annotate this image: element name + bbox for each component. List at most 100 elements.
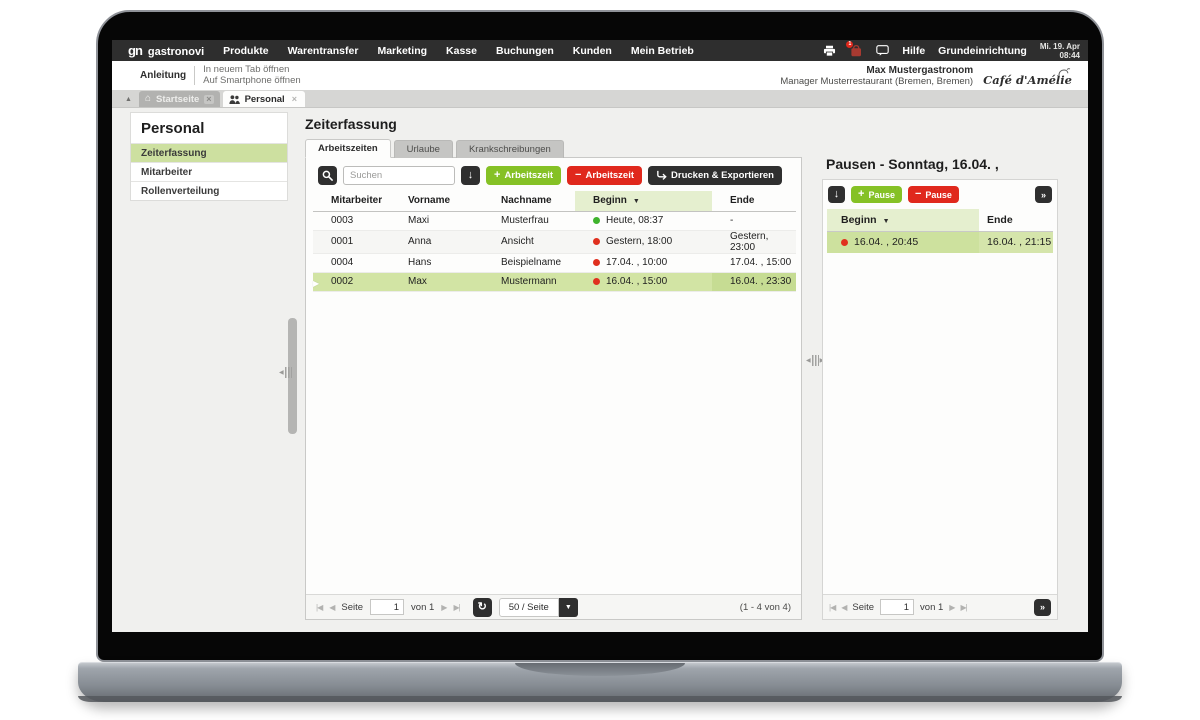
table-row-selected[interactable]: 16.04. , 20:45 16.04. , 21:15 (827, 231, 1053, 253)
sidebar-resize-handle[interactable]: ◀ (279, 367, 292, 378)
page-title: Zeiterfassung (305, 116, 397, 132)
tab-personal[interactable]: Personal × (222, 91, 305, 107)
add-arbeitszeit-button[interactable]: + Arbeitszeit (486, 166, 562, 185)
more-filters-button[interactable]: ↓ (828, 186, 845, 203)
column-header-mitarbeiter[interactable]: Mitarbeiter (313, 191, 390, 212)
next-page-icon[interactable]: ▶ (949, 602, 955, 612)
down-arrow-icon: ↓ (833, 188, 840, 200)
main-pagination: |◀ ◀ Seite von 1 ▶ ▶| ↻ 50 / Seite ▼ (1 … (306, 594, 801, 619)
close-icon[interactable]: × (204, 93, 214, 104)
minus-icon: − (914, 188, 922, 200)
printer-icon[interactable] (823, 45, 836, 57)
table-row[interactable]: 0001 Anna Ansicht Gestern, 18:00 Gestern… (313, 230, 796, 254)
notifications-icon[interactable]: 1 (846, 41, 863, 57)
add-arbeitszeit-label: Arbeitszeit (504, 170, 554, 181)
prev-page-icon[interactable]: ◀ (841, 602, 847, 612)
tab-krankschreibungen[interactable]: Krankschreibungen (455, 140, 564, 158)
refresh-button[interactable]: ↻ (472, 597, 492, 617)
sidebar-item-rollenverteilung[interactable]: Rollenverteilung (131, 181, 287, 200)
search-button[interactable] (318, 166, 337, 185)
tab-arbeitszeiten[interactable]: Arbeitszeiten (305, 139, 391, 158)
column-header-ende[interactable]: Ende (979, 209, 1053, 232)
status-dot-green (593, 216, 600, 224)
cell-nachname: Ansicht (483, 230, 575, 254)
tab-startseite[interactable]: ⌂ Startseite × (138, 91, 220, 107)
remove-pause-button[interactable]: − Pause (907, 186, 959, 203)
nav-item-warentransfer[interactable]: Warentransfer (287, 44, 359, 57)
page-number-input[interactable] (370, 599, 405, 615)
window-tabstrip: ▲ ⌂ Startseite × Personal × (112, 90, 1088, 108)
sidebar-resize-bar[interactable] (288, 318, 297, 434)
close-icon[interactable]: × (291, 93, 297, 104)
sidebar: Personal Zeiterfassung Mitarbeiter Rolle… (130, 112, 288, 201)
tab-startseite-label: Startseite (155, 93, 200, 105)
home-icon: ⌂ (144, 93, 151, 104)
user-role: Manager Musterrestaurant (Bremen, Bremen… (780, 75, 974, 87)
sidebar-title: Personal (141, 120, 205, 137)
per-page-select[interactable]: 50 / Seite ▼ (498, 597, 578, 617)
nav-item-kasse[interactable]: Kasse (446, 44, 477, 57)
result-range: (1 - 4 von 4) (739, 601, 791, 613)
beginn-value: 17.04. , 10:00 (606, 257, 668, 268)
table-row[interactable]: 0004 Hans Beispielname 17.04. , 10:00 17… (313, 253, 796, 273)
remove-arbeitszeit-button[interactable]: − Arbeitszeit (567, 166, 643, 185)
pausen-toolbar: ↓ + Pause − Pause » (823, 180, 1057, 209)
column-header-beginn[interactable]: Beginn ▼ (827, 209, 979, 232)
more-filters-button[interactable]: ↓ (461, 166, 480, 185)
nav-item-mein-betrieb[interactable]: Mein Betrieb (630, 44, 694, 57)
content-tabs: Arbeitszeiten Urlaube Krankschreibungen (305, 139, 802, 158)
chevrons-right-icon: » (1040, 189, 1046, 200)
search-input[interactable] (343, 166, 455, 185)
page-number-input[interactable] (880, 599, 915, 615)
subheader-bar: Anleitung In neuem Tab öffnen Auf Smartp… (112, 61, 1088, 90)
column-header-beginn[interactable]: Beginn ▼ (575, 191, 712, 212)
chat-icon[interactable] (876, 45, 890, 56)
next-page-icon[interactable]: ▶ (441, 602, 447, 612)
nav-item-buchungen[interactable]: Buchungen (496, 44, 554, 57)
expand-panel-button[interactable]: » (1034, 598, 1051, 616)
nav-item-produkte[interactable]: Produkte (223, 44, 269, 57)
collapse-panel-button[interactable]: » (1035, 186, 1052, 203)
last-page-icon[interactable]: ▶| (453, 602, 460, 612)
table-row[interactable]: 0003 Maxi Musterfrau Heute, 08:37 - (313, 211, 796, 231)
open-in-tab-link[interactable]: In neuem Tab öffnen (203, 63, 290, 75)
first-page-icon[interactable]: |◀ (829, 602, 836, 612)
nav-item-hilfe[interactable]: Hilfe (902, 44, 926, 57)
workspace: Personal Zeiterfassung Mitarbeiter Rolle… (112, 108, 1088, 632)
cell-ende: - (712, 211, 796, 231)
beginn-value: 16.04. , 20:45 (854, 236, 919, 249)
plus-icon: + (858, 188, 865, 200)
table-row-selected[interactable]: ▶ 0002 Max Mustermann 16.04. , 15:00 16.0… (313, 272, 796, 292)
arbeitszeiten-table: Mitarbeiter Vorname Nachname Beginn ▼ End… (313, 191, 796, 292)
column-header-vorname[interactable]: Vorname (390, 191, 483, 212)
cell-beginn: 16.04. , 20:45 (827, 231, 979, 253)
sidebar-item-mitarbeiter[interactable]: Mitarbeiter (131, 162, 287, 181)
grip-bars-icon (811, 355, 819, 366)
app-screen: gn gastronovi Produkte Warentransfer Mar… (112, 40, 1088, 632)
print-export-label: Drucken & Exportieren (671, 170, 774, 181)
cell-mitarbeiter: 0003 (313, 211, 390, 231)
print-export-button[interactable]: Drucken & Exportieren (648, 166, 782, 185)
chevrons-right-icon: » (1039, 602, 1045, 612)
pausen-pagination: |◀ ◀ Seite von 1 ▶ ▶| » (823, 594, 1057, 619)
column-header-nachname[interactable]: Nachname (483, 191, 575, 212)
nav-item-marketing[interactable]: Marketing (377, 44, 428, 57)
nav-item-grundeinrichtung[interactable]: Grundeinrichtung (938, 44, 1027, 57)
collapse-tabstrip-icon[interactable]: ▲ (125, 96, 132, 103)
prev-page-icon[interactable]: ◀ (329, 602, 335, 612)
sidebar-item-zeiterfassung[interactable]: Zeiterfassung (131, 143, 287, 162)
nav-item-kunden[interactable]: Kunden (572, 44, 612, 57)
add-pause-button[interactable]: + Pause (851, 186, 902, 203)
panel-resize-handle[interactable]: ◀ ▶ (806, 355, 824, 366)
anleitung-button[interactable]: Anleitung (140, 70, 187, 81)
last-page-icon[interactable]: ▶| (960, 602, 967, 612)
cell-nachname: Mustermann (483, 272, 575, 292)
column-header-ende[interactable]: Ende (712, 191, 796, 212)
grip-arrow-right-icon: ▶ (820, 357, 825, 364)
time-text: 08:44 (1059, 50, 1080, 60)
status-dot-red (593, 258, 600, 266)
tab-urlaube[interactable]: Urlaube (393, 140, 453, 158)
cell-ende: 16.04. , 23:30 (712, 272, 796, 292)
open-on-smartphone-link[interactable]: Auf Smartphone öffnen (203, 75, 301, 86)
first-page-icon[interactable]: |◀ (316, 602, 323, 612)
